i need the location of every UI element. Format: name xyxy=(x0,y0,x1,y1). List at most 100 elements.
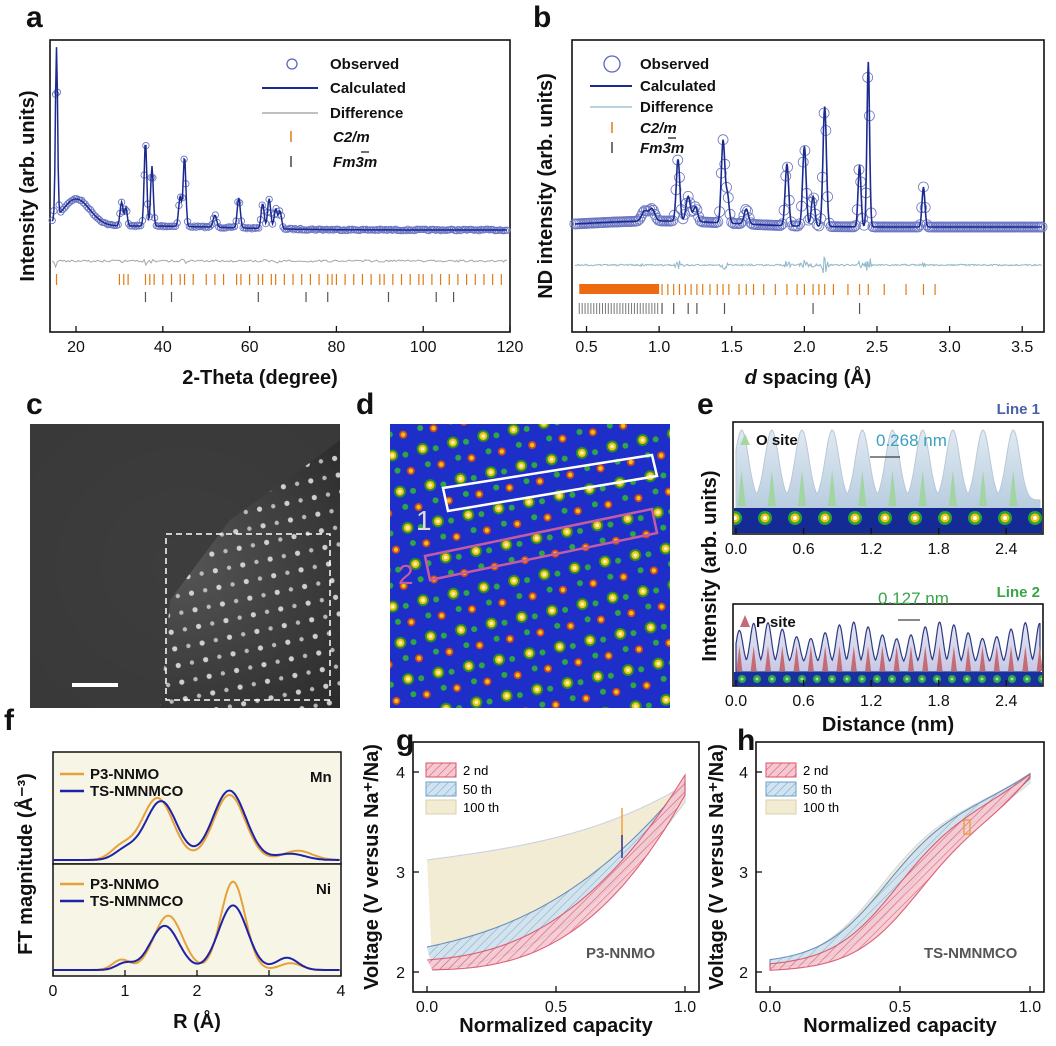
h-x-tick-label: 0.5 xyxy=(889,999,911,1016)
c2m-reflection-dense xyxy=(579,284,660,294)
p-site-peak xyxy=(793,646,800,671)
p-site-peak xyxy=(979,646,986,671)
voltage-hysteresis-marker xyxy=(963,819,971,835)
panel-g: g 0.0 0.5 1.0 2 3 4 Normalized capacity Volta… xyxy=(361,724,700,1037)
atom-strip-1 xyxy=(734,508,1042,533)
legend-swatch-50th-h xyxy=(765,781,797,797)
panel-h: h 0.0 0.5 1.0 2 3 4 Normalized capacity Volta… xyxy=(706,724,1045,1037)
o-site-label: O site xyxy=(756,432,798,449)
g-x-tick-label: 0.5 xyxy=(545,999,567,1016)
line-profile-2 xyxy=(735,621,1043,673)
h-2nd xyxy=(769,773,1031,971)
line-1-label: 1 xyxy=(416,505,432,536)
p-site-peak xyxy=(807,646,814,671)
o-site-peak xyxy=(858,470,867,506)
p-site-peak xyxy=(764,646,771,671)
o-site-peak xyxy=(737,470,746,506)
atom-strip-2 xyxy=(734,672,1042,686)
legend-difference-a: Difference xyxy=(330,105,403,122)
p-site-peak xyxy=(865,646,872,671)
y-axis-label-f: FT magnitude (Å⁻³) xyxy=(13,773,37,955)
charge-discharge-h xyxy=(769,772,1031,971)
y-axis-label-h: Voltage (V versus Na⁺/Na) xyxy=(706,744,728,990)
p-site-peak xyxy=(1008,646,1015,671)
panel-label-c: c xyxy=(26,388,43,421)
x-axis-label-h: Normalized capacity xyxy=(803,1015,997,1037)
zoom-box xyxy=(165,533,331,701)
panel-d: d 1 2 xyxy=(356,388,670,708)
b-tick-label: 1.5 xyxy=(721,339,743,356)
panel-label-g: g xyxy=(396,724,414,757)
observed-point xyxy=(117,198,126,206)
observed-point xyxy=(102,219,110,227)
h-y-tick-label: 4 xyxy=(739,765,748,782)
xrd-pattern-a xyxy=(48,47,511,302)
y-axis-label-b: ND intensity (arb. units) xyxy=(535,73,557,299)
ni-ts-curve xyxy=(53,904,340,971)
b-tick-label: 3.5 xyxy=(1011,339,1033,356)
legend-100th-g: 100 th xyxy=(463,800,499,815)
stem-lattice-region xyxy=(160,440,340,708)
o-site-peak xyxy=(979,470,988,506)
axis-ticks-h: 0.0 0.5 1.0 2 3 4 xyxy=(739,765,1041,1016)
f-tick-label: 1 xyxy=(121,983,130,1000)
sample-label-h: TS-NMNMCO xyxy=(924,945,1018,962)
p-site-peak xyxy=(750,646,757,671)
b-tick-label: 1.0 xyxy=(648,339,670,356)
x-axis-label-e: Distance (nm) xyxy=(822,714,954,736)
mn-ts-curve xyxy=(53,789,340,861)
panel-label-h: h xyxy=(737,724,755,757)
a-tick-label: 100 xyxy=(410,339,437,356)
p-site-peak xyxy=(1036,646,1043,671)
legend-50th-h: 50 th xyxy=(803,782,832,797)
panel-label-b: b xyxy=(533,1,551,34)
o-site-peak xyxy=(767,470,776,506)
e1-tick-label: 1.2 xyxy=(860,541,882,558)
p-site-marker xyxy=(740,615,750,627)
x-ticks-e2: 0.0 0.6 1.2 1.8 2.4 xyxy=(725,680,1017,710)
mn-p3-curve xyxy=(53,794,340,861)
panel-label-e: e xyxy=(697,388,714,421)
e2-tick-label: 0.0 xyxy=(725,693,747,710)
p-site-peak xyxy=(907,646,914,671)
g-x-tick-label: 0.0 xyxy=(416,999,438,1016)
p-site-peak xyxy=(993,646,1000,671)
calculated-line-b xyxy=(574,61,1042,228)
legend-g: 2 nd 50 th 100 th xyxy=(425,762,499,815)
observed-point xyxy=(211,211,219,219)
legend-observed-a: Observed xyxy=(330,56,399,73)
g-x-tick-label: 1.0 xyxy=(674,999,696,1016)
line-1-box xyxy=(441,453,659,513)
legend-fm3m-b: Fm3m xyxy=(640,140,684,157)
legend-swatch-100th-g xyxy=(425,799,457,815)
o-site-peak xyxy=(948,470,957,506)
observed-point xyxy=(230,222,239,231)
legend-swatch-50th-g xyxy=(425,781,457,797)
line-1-title: Line 1 xyxy=(997,401,1040,418)
e1-tick-label: 2.4 xyxy=(995,541,1017,558)
x-axis-label-b: d spacing (Å) xyxy=(745,365,872,389)
observed-point xyxy=(421,225,430,233)
e1-tick-label: 0.0 xyxy=(725,541,747,558)
observed-point-b xyxy=(682,191,694,202)
legend-fm3m-a: Fm3m xyxy=(333,154,377,171)
legend-c2m-a: C2/m xyxy=(333,129,370,146)
plot-frame-f-bottom xyxy=(52,863,342,977)
p-site-peak xyxy=(1022,646,1029,671)
plot-frame-a xyxy=(49,39,511,333)
observed-point xyxy=(97,217,105,225)
line-profile-1 xyxy=(735,429,1041,509)
p-site-peak xyxy=(736,646,743,671)
p-site-peak xyxy=(893,646,900,671)
colored-atom-map xyxy=(390,424,670,708)
legend-100th-h: 100 th xyxy=(803,800,839,815)
f-tick-label: 0 xyxy=(49,983,58,1000)
observed-point xyxy=(268,220,277,228)
legend-c2m-b: C2/m xyxy=(640,120,677,137)
panel-a: a 20 40 60 80 100 120 2-Theta (degree) Intens… xyxy=(17,1,523,389)
x-axis-label-f: R (Å) xyxy=(173,1009,221,1033)
e2-tick-label: 1.8 xyxy=(928,693,950,710)
o-site-peak xyxy=(918,470,927,506)
observed-point-b xyxy=(742,205,753,217)
